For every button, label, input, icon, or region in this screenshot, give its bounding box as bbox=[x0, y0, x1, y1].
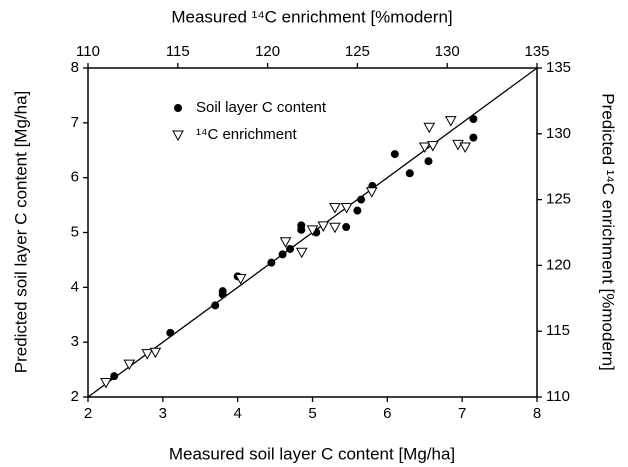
y-axis-label: Predicted soil layer C content [Mg/ha] bbox=[11, 91, 30, 374]
point bbox=[267, 258, 276, 267]
x-tick-label: 3 bbox=[159, 405, 167, 422]
point bbox=[317, 221, 330, 232]
point bbox=[459, 142, 472, 153]
x2-tick-label: 110 bbox=[76, 43, 100, 60]
point bbox=[329, 202, 341, 214]
x-tick-label: 8 bbox=[533, 405, 541, 422]
point bbox=[279, 237, 292, 248]
x-tick-label: 7 bbox=[458, 405, 466, 422]
x-tick-label: 5 bbox=[308, 405, 316, 422]
legend-marker bbox=[172, 130, 184, 142]
point bbox=[110, 372, 119, 381]
y2-tick-label: 115 bbox=[546, 322, 570, 339]
x-tick-label: 4 bbox=[233, 405, 241, 422]
x2-tick-label: 130 bbox=[435, 43, 460, 60]
point bbox=[357, 195, 366, 204]
point bbox=[390, 150, 399, 159]
point bbox=[211, 301, 220, 310]
point bbox=[100, 378, 112, 389]
point bbox=[123, 359, 136, 371]
point bbox=[149, 347, 162, 359]
point bbox=[342, 223, 351, 232]
point bbox=[278, 250, 287, 259]
point bbox=[286, 244, 295, 253]
point bbox=[469, 114, 478, 123]
y2-tick-label: 135 bbox=[546, 59, 571, 76]
point bbox=[166, 328, 175, 337]
y2-tick-label: 125 bbox=[546, 191, 571, 208]
y-tick-label: 4 bbox=[71, 278, 79, 295]
point bbox=[329, 222, 341, 234]
point bbox=[234, 274, 247, 285]
point bbox=[141, 349, 154, 360]
legend-marker bbox=[174, 104, 182, 112]
point bbox=[469, 133, 478, 142]
x2-tick-label: 135 bbox=[524, 43, 549, 60]
point bbox=[426, 141, 439, 152]
point bbox=[353, 206, 362, 215]
y-tick-label: 3 bbox=[71, 333, 79, 350]
x2-tick-label: 120 bbox=[255, 43, 280, 60]
point bbox=[297, 225, 306, 234]
point bbox=[423, 122, 436, 134]
x-axis-label: Measured soil layer C content [Mg/ha] bbox=[169, 444, 455, 463]
point bbox=[424, 157, 433, 166]
y-tick-label: 6 bbox=[71, 169, 79, 186]
y2-axis-label: Predicted ¹⁴C enrichment [%modern] bbox=[599, 93, 618, 371]
x-tick-label: 2 bbox=[84, 405, 92, 422]
y-tick-label: 5 bbox=[71, 223, 79, 240]
y2-tick-label: 120 bbox=[546, 256, 571, 273]
legend-label: Soil layer C content bbox=[196, 99, 327, 116]
point bbox=[444, 116, 457, 127]
y2-tick-label: 130 bbox=[546, 125, 571, 142]
y-tick-label: 2 bbox=[71, 388, 79, 405]
point bbox=[365, 187, 378, 198]
y-tick-label: 8 bbox=[71, 59, 79, 76]
y-tick-label: 7 bbox=[71, 114, 79, 131]
x2-tick-label: 115 bbox=[166, 43, 190, 60]
point bbox=[306, 225, 319, 236]
x-tick-label: 6 bbox=[383, 405, 391, 422]
point bbox=[405, 169, 414, 178]
point bbox=[295, 247, 308, 259]
legend-label: ¹⁴C enrichment bbox=[196, 126, 297, 143]
point bbox=[218, 287, 227, 296]
point bbox=[418, 142, 431, 153]
point bbox=[340, 202, 353, 214]
y2-tick-label: 110 bbox=[546, 388, 570, 405]
x2-tick-label: 125 bbox=[345, 43, 370, 60]
x2-axis-label: Measured ¹⁴C enrichment [%modern] bbox=[171, 7, 452, 26]
